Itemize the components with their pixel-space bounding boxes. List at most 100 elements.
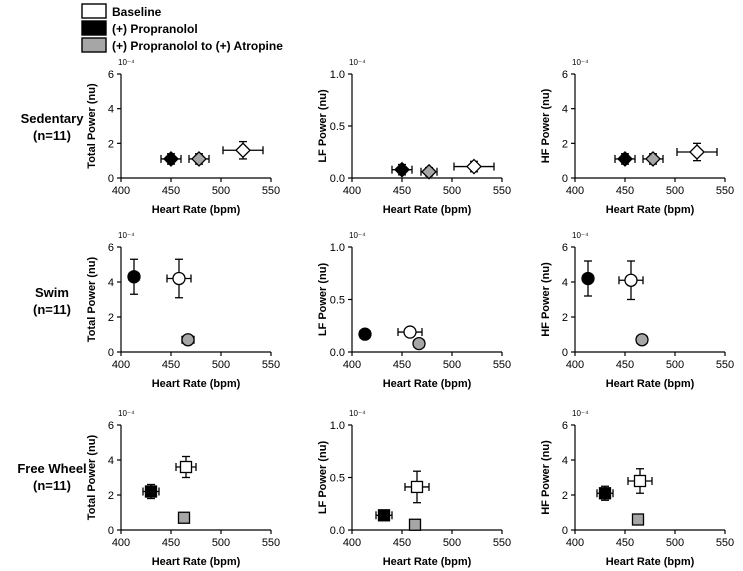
x-axis-title: Heart Rate (bpm)	[152, 556, 241, 568]
y-tick-label: 0.5	[330, 295, 345, 307]
data-marker	[163, 151, 179, 167]
data-marker	[377, 509, 391, 522]
data-point	[181, 333, 195, 347]
x-tick-label: 450	[393, 537, 411, 549]
x-tick-label: 550	[262, 537, 280, 549]
data-point	[453, 158, 495, 175]
legend-swatch	[81, 20, 107, 36]
row-label-n: (n=11)	[33, 302, 71, 317]
data-point	[404, 470, 430, 504]
data-marker	[394, 161, 410, 178]
data-marker	[177, 511, 191, 524]
data-point	[635, 333, 649, 347]
x-tick-label: 400	[112, 185, 130, 197]
x-tick-label: 500	[666, 185, 684, 197]
x-tick-label: 550	[493, 359, 511, 371]
x-tick-label: 550	[716, 359, 734, 371]
y-tick-label: 6	[562, 420, 568, 432]
chart-panel: 400 450 500 550 0 2 4 6 10⁻⁴ Heart Rate (bpm) HF P…	[540, 409, 734, 568]
row-label-name: Swim	[35, 285, 69, 300]
x-tick-label: 400	[343, 359, 361, 371]
y-tick-label: 6	[562, 242, 568, 254]
x-tick-label: 450	[616, 185, 634, 197]
y-scale-multiplier: 10⁻⁴	[118, 409, 135, 418]
data-point	[412, 336, 426, 351]
x-tick-label: 500	[443, 359, 461, 371]
y-tick-label: 0.0	[330, 347, 345, 359]
y-tick-label: 0	[108, 347, 114, 359]
y-scale-multiplier: 10⁻⁴	[118, 58, 135, 67]
legend-label: (+) Propranolol to (+) Atropine	[112, 39, 283, 53]
y-tick-label: 0	[108, 525, 114, 537]
row-label-name: Free Wheel	[17, 461, 86, 476]
x-tick-label: 500	[212, 537, 230, 549]
data-marker	[358, 327, 372, 341]
y-tick-label: 6	[108, 420, 114, 432]
y-tick-label: 0.0	[330, 525, 345, 537]
y-tick-label: 2	[562, 138, 568, 150]
data-point	[618, 260, 644, 301]
x-tick-label: 500	[666, 359, 684, 371]
x-axis-title: Heart Rate (bpm)	[383, 204, 472, 216]
data-marker	[181, 333, 195, 347]
data-point	[642, 151, 664, 167]
legend-item: Baseline	[81, 3, 162, 19]
data-marker	[403, 325, 417, 339]
data-point	[581, 260, 595, 297]
x-tick-label: 450	[393, 359, 411, 371]
x-axis-title: Heart Rate (bpm)	[152, 378, 241, 390]
data-marker	[631, 513, 645, 526]
data-marker	[410, 480, 424, 494]
chart-panel: 400 450 500 550 0 2 4 6 10⁻⁴ Heart Rate (bpm) Tota…	[86, 409, 280, 568]
y-tick-label: 1.0	[330, 420, 345, 432]
data-point	[420, 163, 438, 180]
y-scale-multiplier: 10⁻⁴	[118, 231, 135, 240]
y-axis-title: HF Power (nu)	[540, 88, 552, 163]
data-marker	[645, 151, 661, 167]
y-tick-label: 4	[108, 277, 114, 289]
chart-panel: 400 450 500 550 0.0 0.5 1.0 10⁻⁴ Heart Rate (bpm…	[317, 231, 511, 390]
data-point	[127, 258, 141, 295]
y-tick-label: 2	[108, 312, 114, 324]
x-axis-title: Heart Rate (bpm)	[606, 378, 695, 390]
y-tick-label: 2	[562, 490, 568, 502]
x-axis-title: Heart Rate (bpm)	[606, 556, 695, 568]
row-label: Free Wheel (n=11)	[17, 461, 86, 493]
y-tick-label: 1.0	[330, 69, 345, 81]
row-label-name: Sedentary	[21, 111, 85, 126]
y-scale-multiplier: 10⁻⁴	[572, 58, 589, 67]
data-marker	[235, 142, 251, 159]
y-tick-label: 2	[108, 490, 114, 502]
x-tick-label: 500	[666, 537, 684, 549]
y-tick-label: 2	[562, 312, 568, 324]
row-label-n: (n=11)	[33, 478, 71, 493]
y-scale-multiplier: 10⁻⁴	[572, 231, 589, 240]
y-tick-label: 0	[108, 173, 114, 185]
y-axis-title: Total Power (nu)	[86, 83, 98, 169]
y-tick-label: 4	[562, 455, 568, 467]
x-tick-label: 500	[212, 359, 230, 371]
y-scale-multiplier: 10⁻⁴	[572, 409, 589, 418]
y-tick-label: 4	[562, 277, 568, 289]
x-tick-label: 550	[493, 185, 511, 197]
data-point	[596, 485, 614, 501]
y-tick-label: 0.0	[330, 173, 345, 185]
x-tick-label: 400	[566, 359, 584, 371]
data-marker	[598, 487, 612, 500]
legend-item: (+) Propranolol to (+) Atropine	[81, 37, 283, 53]
y-tick-label: 1.0	[330, 242, 345, 254]
x-tick-label: 500	[443, 537, 461, 549]
y-tick-label: 6	[108, 242, 114, 254]
row-labels: Sedentary (n=11) Swim (n=11) Free Wheel (n=11…	[17, 111, 86, 493]
data-marker	[421, 163, 437, 180]
y-tick-label: 0	[562, 347, 568, 359]
x-axis-title: Heart Rate (bpm)	[383, 556, 472, 568]
data-marker	[412, 336, 426, 351]
x-tick-label: 550	[716, 185, 734, 197]
data-point	[188, 151, 210, 167]
y-tick-label: 4	[108, 104, 114, 116]
x-tick-label: 550	[716, 537, 734, 549]
x-tick-label: 450	[162, 359, 180, 371]
chart-panel: 400 450 500 550 0 2 4 6 10⁻⁴ Heart Rate (bpm) HF P…	[540, 231, 734, 390]
data-point	[614, 151, 636, 167]
